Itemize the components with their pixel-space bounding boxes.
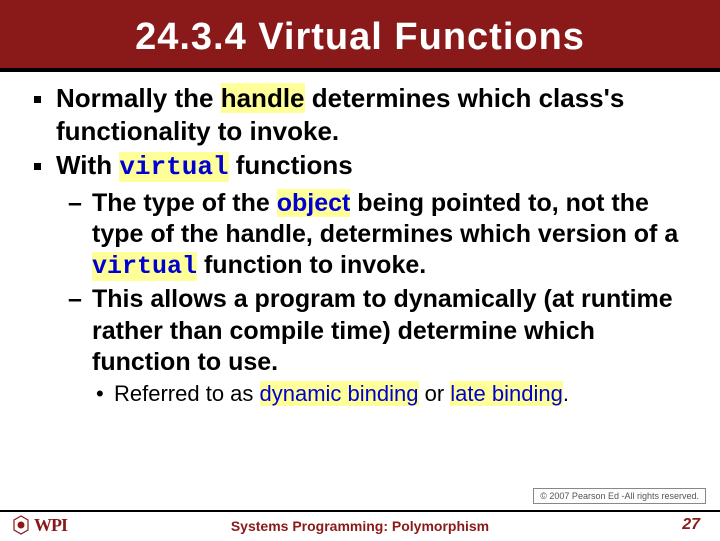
footer-bar: WPI Systems Programming: Polymorphism 27 [0,510,720,540]
subsub-bullet-item: Referred to as dynamic binding or late b… [28,380,692,409]
footer-title: Systems Programming: Polymorphism [231,518,489,534]
subsub-text: Referred to as [114,381,260,406]
slide-title: 24.3.4 Virtual Functions [135,16,585,59]
title-bar: 24.3.4 Virtual Functions [0,0,720,72]
bullet-item: Normally the handle determines which cla… [28,82,692,147]
highlight-handle: handle [221,83,305,113]
subsub-bullet-list: Referred to as dynamic binding or late b… [28,380,692,409]
highlight-late-binding: late binding [450,381,563,406]
sub-text: function to invoke. [197,251,426,279]
highlight-dynamic-binding: dynamic binding [260,381,419,406]
bullet-item: With virtual functions [28,149,692,184]
bullet-text: Normally the [56,83,221,113]
sub-bullet-item: The type of the object being pointed to,… [28,188,692,283]
logo-text: WPI [34,515,67,536]
sub-bullet-item: This allows a program to dynamically (at… [28,284,692,378]
bullet-text: With [56,150,119,180]
highlight-virtual: virtual [92,252,197,281]
subsub-text: or [419,381,451,406]
highlight-virtual: virtual [119,152,228,182]
highlight-object: object [277,189,351,217]
bullet-text: functions [229,150,353,180]
logo-mark-icon [10,514,32,536]
sub-bullet-list: The type of the object being pointed to,… [28,188,692,379]
slide-content: Normally the handle determines which cla… [0,72,720,409]
subsub-text: . [563,381,569,406]
sub-text: This allows a program to dynamically (at… [92,285,673,376]
slide-footer: © 2007 Pearson Ed -All rights reserved. … [0,480,720,540]
copyright-box: © 2007 Pearson Ed -All rights reserved. [533,488,706,504]
wpi-logo: WPI [10,514,67,536]
sub-text: The type of the [92,189,277,217]
page-number: 27 [682,516,700,534]
bullet-list: Normally the handle determines which cla… [28,82,692,184]
